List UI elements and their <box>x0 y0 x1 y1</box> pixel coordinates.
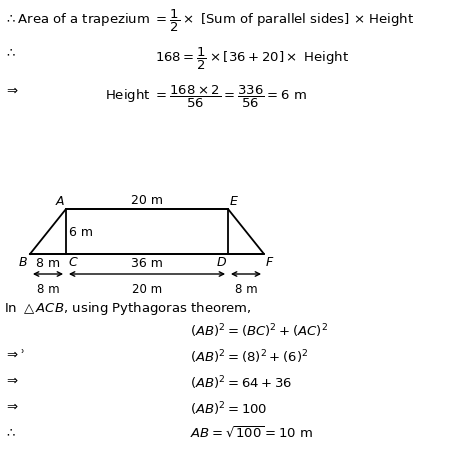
Text: 6 m: 6 m <box>69 225 93 239</box>
Text: $\Rightarrow$: $\Rightarrow$ <box>4 84 19 97</box>
Text: 20 m: 20 m <box>131 194 163 207</box>
Text: 20 m: 20 m <box>132 282 162 295</box>
Text: $(AB)^2 = 100$: $(AB)^2 = 100$ <box>190 399 268 417</box>
Text: $\therefore$: $\therefore$ <box>4 425 16 438</box>
Text: $\Rightarrow$ʾ: $\Rightarrow$ʾ <box>4 347 25 360</box>
Text: 8 m: 8 m <box>36 257 60 269</box>
Text: $\therefore$Area of a trapezium $=\dfrac{1}{2}\times$ [Sum of parallel sides] $\: $\therefore$Area of a trapezium $=\dfrac… <box>4 8 414 34</box>
Text: C: C <box>68 256 77 269</box>
Text: 8 m: 8 m <box>37 282 59 295</box>
Text: Height $= \dfrac{168\times 2}{56} = \dfrac{336}{56} = 6$ m: Height $= \dfrac{168\times 2}{56} = \dfr… <box>105 84 307 110</box>
Text: $(AB)^2 = (BC)^2 + (AC)^2$: $(AB)^2 = (BC)^2 + (AC)^2$ <box>190 321 328 339</box>
Text: D: D <box>216 256 226 269</box>
Text: $AB = \sqrt{100} = 10$ m: $AB = \sqrt{100} = 10$ m <box>190 425 313 440</box>
Text: F: F <box>266 256 273 269</box>
Text: A: A <box>56 195 64 207</box>
Text: $(AB)^2 = 64 + 36$: $(AB)^2 = 64 + 36$ <box>190 373 292 391</box>
Text: B: B <box>18 256 27 269</box>
Text: $\Rightarrow$: $\Rightarrow$ <box>4 399 19 412</box>
Text: $\Rightarrow$: $\Rightarrow$ <box>4 373 19 386</box>
Text: E: E <box>230 195 238 207</box>
Text: 36 m: 36 m <box>131 257 163 269</box>
Text: 8 m: 8 m <box>235 282 257 295</box>
Text: $168 = \dfrac{1}{2}\times [36 + 20]\times$ Height: $168 = \dfrac{1}{2}\times [36 + 20]\time… <box>155 46 349 72</box>
Text: In $\triangle ACB$, using Pythagoras theorem,: In $\triangle ACB$, using Pythagoras the… <box>4 299 252 316</box>
Text: $\therefore$: $\therefore$ <box>4 46 16 59</box>
Text: $(AB)^2 = (8)^2 + (6)^2$: $(AB)^2 = (8)^2 + (6)^2$ <box>190 347 308 365</box>
